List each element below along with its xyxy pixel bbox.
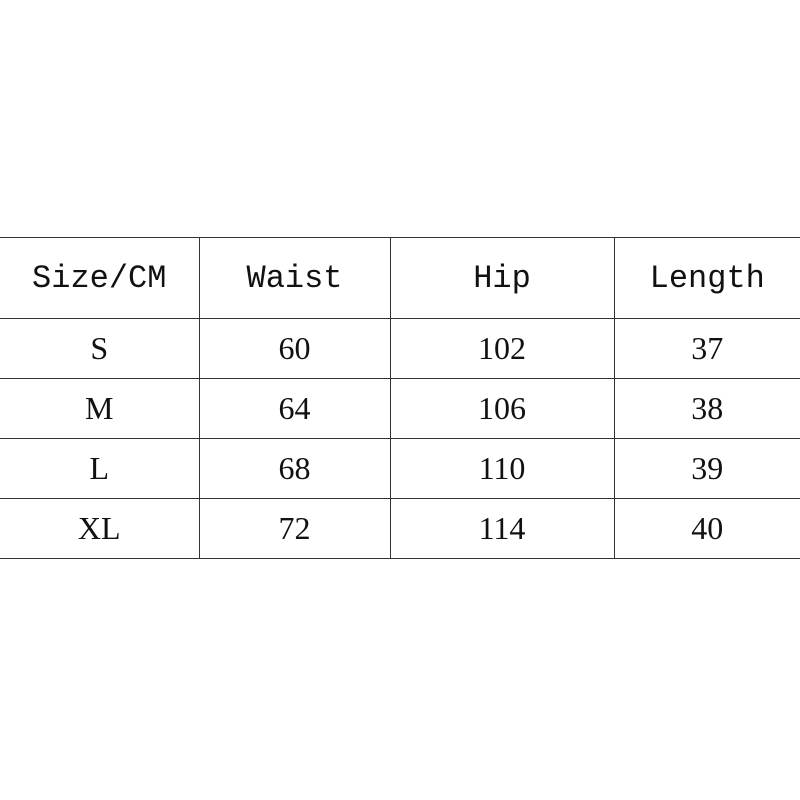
cell-length: 40 [613,498,800,559]
header-row: Size/CM Waist Hip Length [0,237,800,319]
cell-length: 38 [613,378,800,439]
cell-waist: 68 [198,438,391,499]
cell-size: M [0,378,200,439]
cell-size: S [0,318,200,379]
table-row: M 64 106 38 [0,378,800,439]
cell-length: 39 [613,438,800,499]
header-length: Length [613,237,800,319]
size-chart-table: Size/CM Waist Hip Length S 60 102 37 M 6… [0,237,800,559]
cell-hip: 102 [389,318,615,379]
table-row: S 60 102 37 [0,318,800,379]
header-hip: Hip [389,237,615,319]
cell-hip: 110 [389,438,615,499]
cell-waist: 64 [198,378,391,439]
header-size: Size/CM [0,237,200,319]
cell-waist: 72 [198,498,391,559]
cell-hip: 106 [389,378,615,439]
cell-size: L [0,438,200,499]
cell-waist: 60 [198,318,391,379]
cell-size: XL [0,498,200,559]
cell-length: 37 [613,318,800,379]
cell-hip: 114 [389,498,615,559]
table-row: XL 72 114 40 [0,498,800,559]
table-row: L 68 110 39 [0,438,800,499]
header-waist: Waist [198,237,391,319]
